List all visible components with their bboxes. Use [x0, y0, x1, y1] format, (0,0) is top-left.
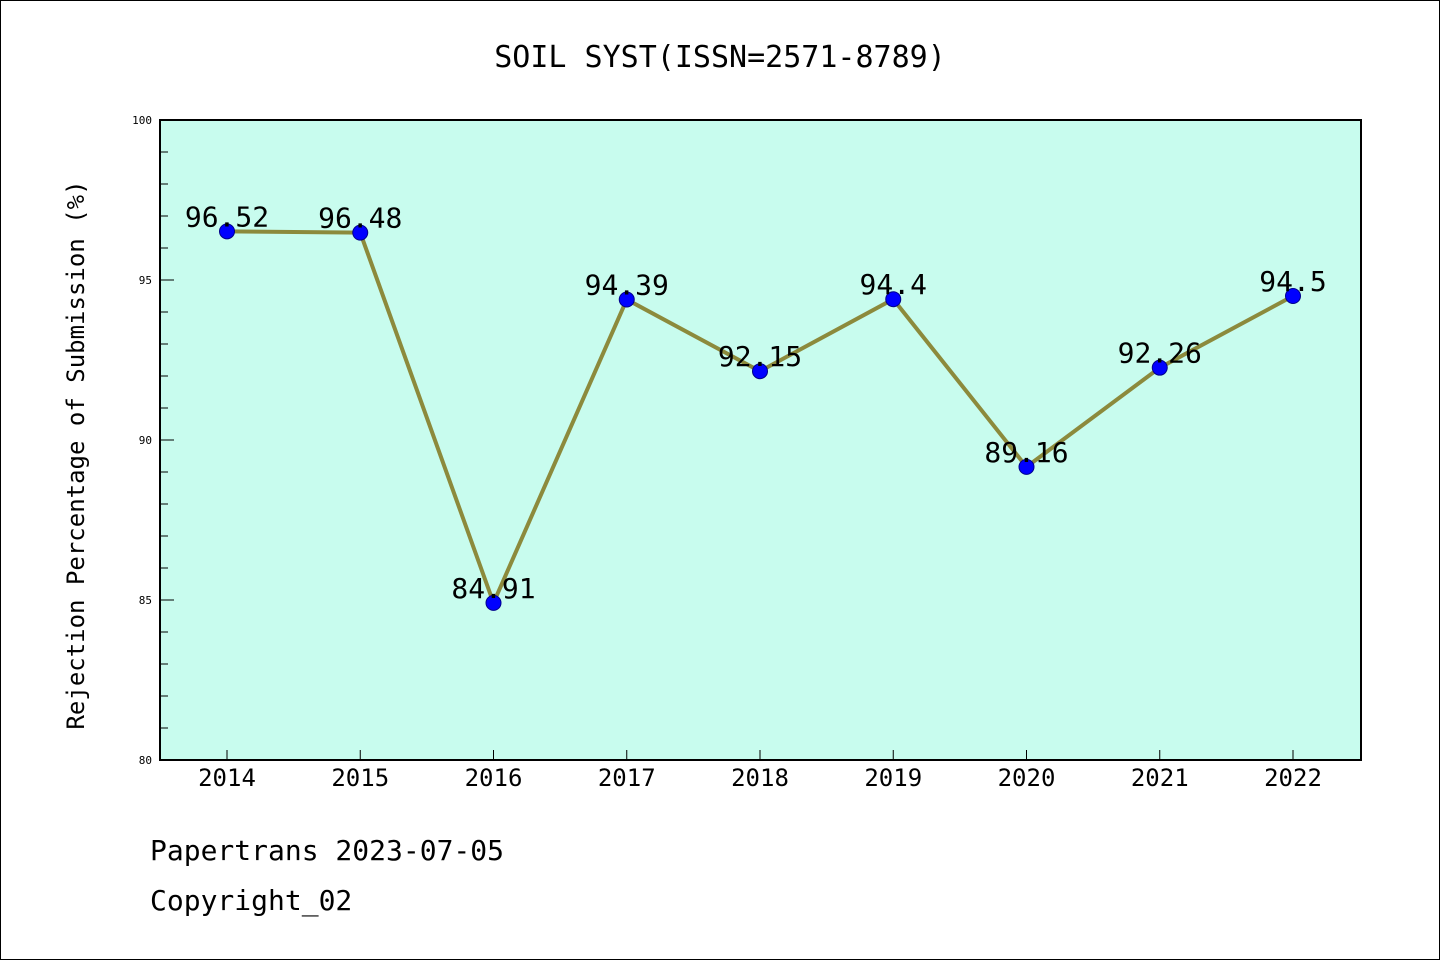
footer-date: Papertrans 2023-07-05 [150, 834, 505, 867]
data-point [352, 224, 369, 241]
data-point [885, 291, 902, 308]
y-axis: 80 85 90 95 100 [132, 114, 174, 767]
data-label: 84.91 [451, 572, 535, 605]
footer-copyright: Copyright_02 [150, 884, 353, 917]
x-tick-label: 2016 [465, 764, 523, 792]
data-label: 92.15 [718, 340, 802, 373]
data-label: 96.52 [185, 200, 269, 233]
data-point [219, 223, 235, 240]
y-tick-label: 95 [139, 274, 152, 287]
series-markers [219, 223, 1301, 611]
x-tick-label: 2015 [331, 764, 389, 792]
data-point [1018, 458, 1035, 475]
data-point [1285, 288, 1301, 304]
y-tick-label: 85 [139, 594, 152, 607]
data-point [752, 363, 768, 380]
data-point [618, 291, 635, 308]
data-point [1151, 359, 1168, 376]
data-label: 94.4 [860, 268, 927, 301]
x-tick-label: 2017 [598, 764, 656, 792]
data-labels: 96.52 96.48 84.91 94.39 92.15 94.4 89.16 92.26 9… [185, 200, 1327, 605]
chart-title: SOIL SYST(ISSN=2571-8789) [494, 40, 946, 75]
x-tick-label: 2022 [1264, 764, 1322, 792]
x-tick-label: 2021 [1131, 764, 1189, 792]
x-axis: 2014 2015 2016 2017 2018 2019 2020 2021 2022 [198, 750, 1322, 792]
y-tick-label: 100 [132, 114, 152, 127]
y-axis-label: Rejection Percentage of Submission (%) [62, 180, 90, 729]
data-label: 96.48 [318, 202, 402, 235]
data-label: 94.5 [1259, 265, 1326, 298]
x-tick-label: 2019 [864, 764, 922, 792]
x-tick-label: 2020 [998, 764, 1056, 792]
data-label: 94.39 [585, 269, 669, 302]
x-tick-label: 2018 [731, 764, 789, 792]
data-label: 92.26 [1118, 337, 1202, 370]
data-label: 89.16 [984, 436, 1068, 469]
x-tick-label: 2014 [198, 764, 256, 792]
data-point [485, 594, 502, 611]
y-tick-label: 90 [139, 434, 152, 447]
y-tick-label: 80 [139, 754, 152, 767]
